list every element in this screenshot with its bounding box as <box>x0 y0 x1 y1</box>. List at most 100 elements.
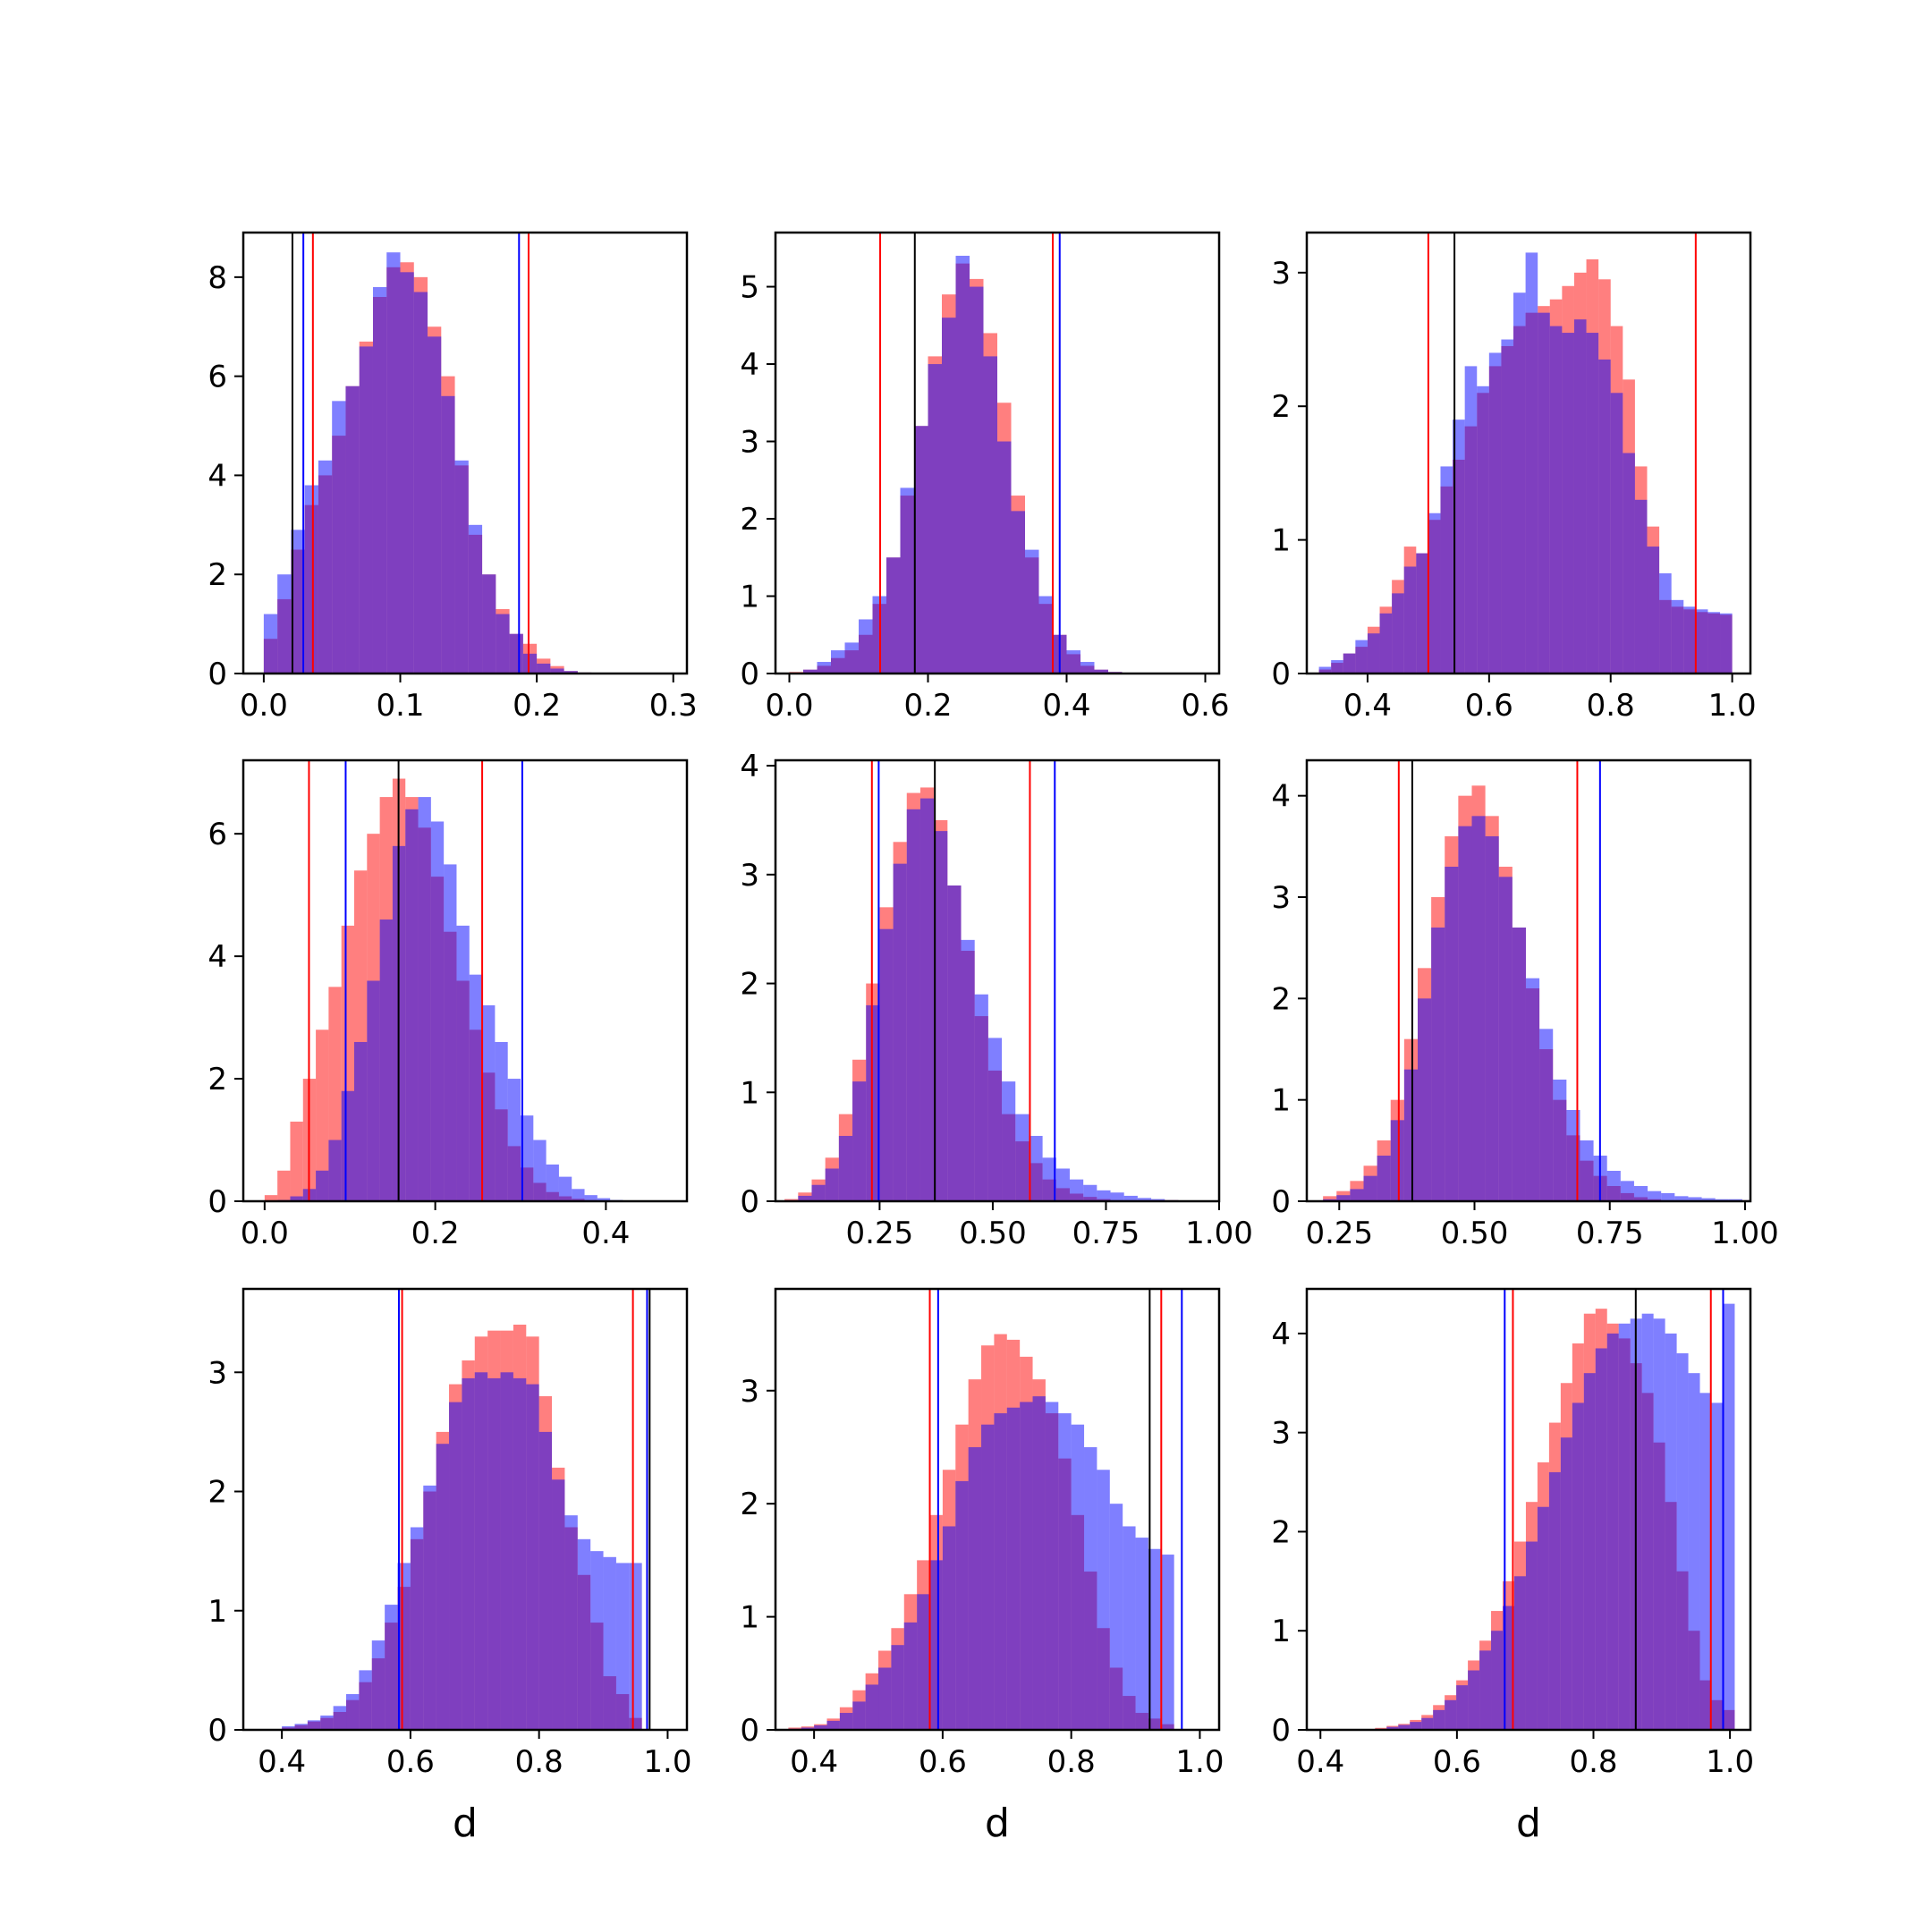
blue-histogram-bar <box>919 798 935 1201</box>
blue-histogram-bar <box>1701 1198 1716 1201</box>
blue-histogram-bar <box>1513 292 1526 674</box>
blue-histogram-bar <box>1453 419 1465 674</box>
blue-histogram-bar <box>410 1527 424 1730</box>
blue-histogram-bar <box>1586 333 1599 674</box>
x-tick-label: 0.25 <box>846 1216 914 1251</box>
blue-histogram-bar <box>852 1701 866 1730</box>
y-tick-label: 1 <box>1271 523 1291 559</box>
histogram-panel-row3-col3: 0.4 0.6 0.8 1.0 0 1 2 3 4 d <box>1271 1287 1754 1846</box>
y-tick-label: 4 <box>1271 779 1291 815</box>
blue-histogram-bar <box>482 1004 496 1201</box>
blue-histogram-bar <box>1006 1407 1021 1730</box>
blue-histogram-bar <box>1525 252 1538 674</box>
x-tick-label: 0.4 <box>1042 688 1090 724</box>
x-tick-label: 0.4 <box>1343 688 1392 724</box>
plot-area <box>788 1289 1183 1730</box>
x-tick-label: 0.4 <box>1296 1744 1344 1780</box>
blue-histogram-bar <box>1094 669 1108 674</box>
blue-histogram-bar <box>929 1560 943 1730</box>
plot-area <box>282 1289 651 1730</box>
blue-histogram-bar <box>1623 453 1635 674</box>
blue-histogram-bar <box>1711 1402 1724 1730</box>
blue-histogram-bar <box>1634 499 1648 674</box>
blue-histogram-bar <box>379 919 393 1201</box>
blue-histogram-bar <box>522 653 538 674</box>
blue-histogram-bar <box>1002 1081 1016 1201</box>
x-tick-label: 0.75 <box>1576 1216 1644 1251</box>
y-tick-label: 1 <box>208 1594 227 1630</box>
x-tick-label: 0.4 <box>790 1744 838 1780</box>
blue-histogram-bar <box>1083 1184 1097 1201</box>
blue-histogram-bar <box>1350 1189 1364 1201</box>
blue-histogram-bar <box>866 1004 880 1201</box>
blue-histogram-bar <box>1647 547 1660 674</box>
y-tick-label: 1 <box>740 580 759 615</box>
blue-histogram-bar <box>405 809 419 1201</box>
x-tick-label: 0.2 <box>513 688 561 724</box>
blue-histogram-bar <box>1676 1353 1689 1730</box>
blue-histogram-bar <box>1418 998 1432 1201</box>
blue-histogram-bar <box>987 1038 1003 1201</box>
x-tick-label: 0.8 <box>1047 1744 1096 1780</box>
blue-histogram-bar <box>1137 1198 1152 1201</box>
plot-area <box>264 760 623 1201</box>
blue-histogram-bar <box>564 1515 578 1730</box>
blue-histogram-bar <box>974 994 988 1201</box>
blue-histogram-bar <box>615 1563 630 1730</box>
blue-histogram-bar <box>852 1081 867 1201</box>
blue-histogram-bar <box>332 401 346 674</box>
blue-histogram-bar <box>1695 609 1708 674</box>
blue-histogram-bar <box>1659 572 1672 674</box>
histogram-panel-row2-col2: 0.25 0.50 0.75 1.00 0 1 2 3 4 <box>740 749 1252 1251</box>
blue-histogram-bar <box>1458 826 1472 1201</box>
blue-histogram-bar <box>1560 1437 1572 1730</box>
blue-histogram-bar <box>1572 1402 1584 1730</box>
blue-histogram-bar <box>537 663 551 674</box>
blue-histogram-series <box>1318 252 1733 674</box>
blue-histogram-bar <box>441 395 455 674</box>
red-histogram-bar <box>316 1030 329 1201</box>
x-axis-label: d <box>1516 1801 1541 1846</box>
blue-histogram-bar <box>345 386 360 674</box>
blue-histogram-bar <box>955 255 970 674</box>
red-histogram-bar <box>1323 1196 1337 1201</box>
blue-histogram-bar <box>1464 366 1478 674</box>
blue-histogram-bar <box>1661 1192 1675 1201</box>
x-tick-label: 0.6 <box>386 1744 435 1780</box>
blue-histogram-bar <box>1025 549 1039 674</box>
blue-histogram-bar <box>1428 513 1441 674</box>
blue-histogram-bar <box>482 574 496 674</box>
blue-histogram-bar <box>1379 613 1393 674</box>
blue-histogram-bar <box>320 1716 334 1730</box>
blue-histogram-bar <box>1485 836 1499 1201</box>
blue-histogram-bar <box>1084 1446 1097 1730</box>
blue-histogram-bar <box>1653 1318 1665 1730</box>
x-tick-label: 0.8 <box>1587 688 1635 724</box>
x-tick-label: 0.6 <box>1465 688 1513 724</box>
y-tick-label: 2 <box>1271 981 1291 1017</box>
blue-histogram-bar <box>496 614 510 674</box>
y-tick-label: 2 <box>1271 1514 1291 1550</box>
blue-histogram-bar <box>1110 1192 1124 1201</box>
blue-histogram-bar <box>997 441 1012 674</box>
y-tick-label: 0 <box>1271 657 1291 692</box>
blue-histogram-bar <box>1641 1313 1654 1730</box>
x-tick-label: 0.50 <box>959 1216 1027 1251</box>
axes-frame <box>774 758 1221 1203</box>
blue-histogram-bar <box>550 668 564 674</box>
x-tick-label: 0.50 <box>1441 1216 1509 1251</box>
blue-histogram-bar <box>1620 1181 1634 1201</box>
blue-histogram-bar <box>1539 1029 1554 1201</box>
plot-area <box>789 233 1136 674</box>
x-tick-label: 1.00 <box>1185 1216 1253 1251</box>
blue-histogram-bar <box>1606 1171 1621 1201</box>
blue-histogram-series <box>789 255 1136 674</box>
blue-histogram-bar <box>584 1195 597 1201</box>
blue-histogram-bar <box>817 662 831 674</box>
blue-histogram-bar <box>1045 1402 1059 1730</box>
blue-histogram-bar <box>495 1041 508 1201</box>
y-tick-label: 0 <box>208 1184 227 1220</box>
blue-histogram-bar <box>449 1402 462 1730</box>
histogram-panel-row1-col2: 0.0 0.2 0.4 0.6 0 1 2 3 4 5 <box>740 231 1230 724</box>
y-tick-label: 0 <box>208 1713 227 1749</box>
